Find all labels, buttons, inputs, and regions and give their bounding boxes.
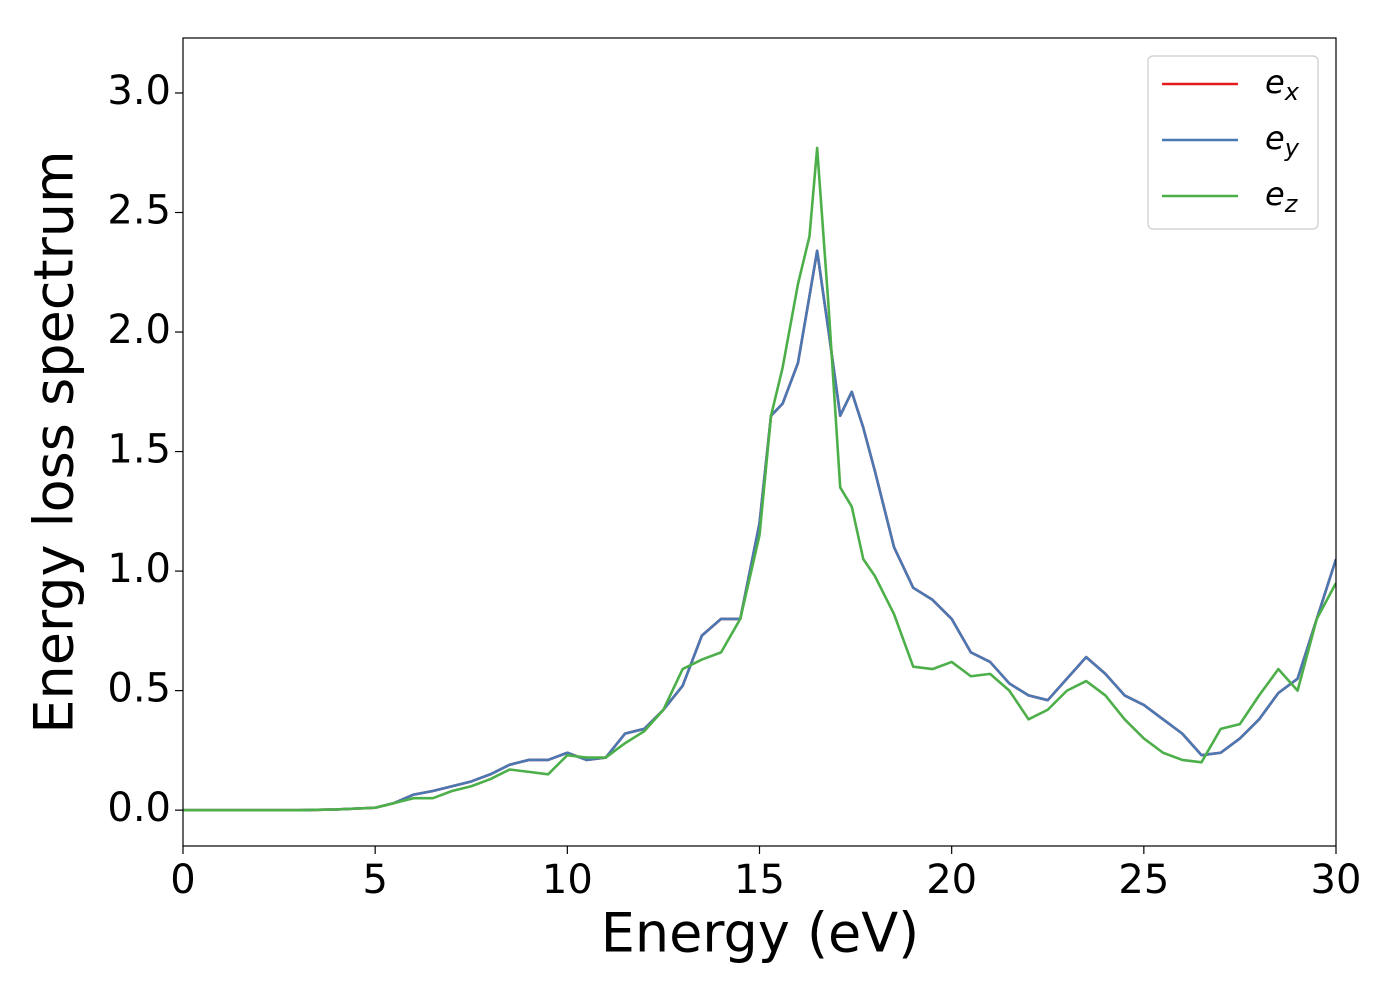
plot-frame: [182, 37, 1337, 847]
y-tick-label: 2.0: [107, 307, 171, 353]
y-axis-label: Energy loss spectrum: [23, 150, 86, 733]
y-tick-label: 0.0: [107, 785, 171, 831]
series-line: [183, 146, 1336, 812]
x-tick-label: 15: [734, 857, 785, 903]
series-line: [183, 249, 1336, 812]
y-tick-label: 2.5: [107, 188, 171, 234]
x-tick-label: 5: [362, 857, 387, 903]
legend-label: ey: [1265, 119, 1300, 162]
x-tick-label: 10: [542, 857, 593, 903]
x-axis-label: Energy (eV): [601, 902, 920, 965]
x-tick-label: 30: [1311, 857, 1362, 903]
x-tick-label: 25: [1118, 857, 1169, 903]
y-tick-label: 0.5: [107, 666, 171, 712]
y-tick-label: 1.0: [107, 546, 171, 592]
y-tick-label: 1.5: [107, 427, 171, 473]
x-tick-label: 0: [170, 857, 195, 903]
y-tick-label: 3.0: [107, 68, 171, 114]
legend-box: [1147, 55, 1319, 230]
legend-label: ex: [1265, 63, 1300, 106]
x-tick-label: 20: [926, 857, 977, 903]
legend-label: ez: [1265, 175, 1299, 218]
